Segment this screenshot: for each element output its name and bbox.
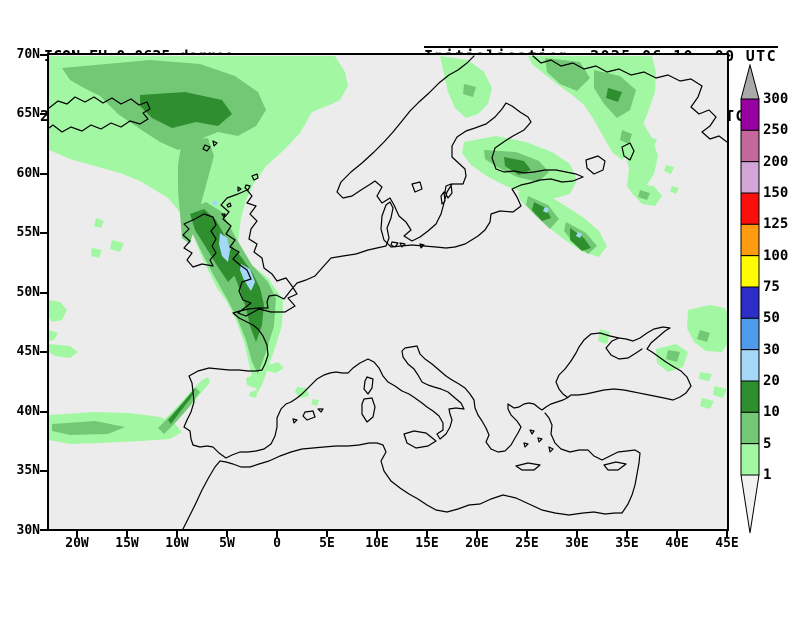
- lon-label: 45E: [715, 536, 739, 551]
- lat-label: 60N: [16, 166, 40, 181]
- lon-tick: [626, 531, 628, 537]
- colorbar-under-arrow: [740, 474, 760, 534]
- lon-label: 30E: [565, 536, 589, 551]
- lat-label: 65N: [16, 106, 40, 121]
- coastline-path: [49, 55, 727, 529]
- lon-tick: [426, 531, 428, 537]
- lon-tick: [326, 531, 328, 537]
- lon-label: 35E: [615, 536, 639, 551]
- lon-tick: [576, 531, 578, 537]
- lon-tick: [376, 531, 378, 537]
- lat-tick: [40, 113, 47, 115]
- precip-dark-regions: [140, 88, 622, 424]
- lat-label: 40N: [16, 404, 40, 419]
- colorbar-segment: [740, 192, 760, 225]
- lat-tick: [40, 292, 47, 294]
- colorbar: [740, 63, 762, 539]
- lon-label: 20E: [465, 536, 489, 551]
- colorbar-level-label: 300: [763, 91, 789, 107]
- lat-tick: [40, 351, 47, 353]
- colorbar-segment: [740, 317, 760, 351]
- lon-tick: [726, 531, 728, 537]
- colorbar-segment: [740, 98, 760, 131]
- lon-tick: [276, 531, 278, 537]
- header-underline: [424, 46, 778, 48]
- lat-tick: [40, 232, 47, 234]
- colorbar-level-label: 20: [763, 373, 780, 389]
- lon-tick: [226, 531, 228, 537]
- colorbar-level-label: 50: [763, 310, 780, 326]
- lon-label: 5E: [319, 536, 335, 551]
- colorbar-segment: [740, 255, 760, 288]
- colorbar-segment: [740, 161, 760, 194]
- lat-tick: [40, 411, 47, 413]
- map-svg: [49, 55, 727, 529]
- map-canvas: [47, 53, 729, 531]
- colorbar-level-label: 125: [763, 216, 789, 232]
- lon-label: 5W: [219, 536, 235, 551]
- lon-tick: [476, 531, 478, 537]
- colorbar-level-label: 1: [763, 467, 772, 483]
- colorbar-level-label: 5: [763, 436, 772, 452]
- lon-label: 25E: [515, 536, 539, 551]
- lon-tick: [526, 531, 528, 537]
- colorbar-segment: [740, 380, 760, 413]
- colorbar-level-label: 200: [763, 154, 789, 170]
- lon-label: 0: [273, 536, 281, 551]
- lat-label: 50N: [16, 285, 40, 300]
- lon-tick: [126, 531, 128, 537]
- colorbar-segment: [740, 223, 760, 257]
- lat-tick: [40, 529, 47, 531]
- colorbar-segment: [740, 286, 760, 319]
- colorbar-level-label: 10: [763, 404, 780, 420]
- lon-label: 40E: [665, 536, 689, 551]
- colorbar-segment: [740, 129, 760, 163]
- lon-label: 20W: [65, 536, 89, 551]
- lon-tick: [176, 531, 178, 537]
- lat-label: 35N: [16, 463, 40, 478]
- colorbar-level-label: 75: [763, 279, 780, 295]
- lon-label: 10E: [365, 536, 389, 551]
- colorbar-over-arrow: [740, 63, 760, 100]
- colorbar-segment: [740, 443, 760, 476]
- colorbar-level-label: 100: [763, 248, 789, 264]
- lon-tick: [76, 531, 78, 537]
- colorbar-level-label: 250: [763, 122, 789, 138]
- lat-label: 30N: [16, 523, 40, 538]
- lat-label: 55N: [16, 225, 40, 240]
- colorbar-level-label: 150: [763, 185, 789, 201]
- lon-tick: [676, 531, 678, 537]
- lat-tick: [40, 173, 47, 175]
- lon-label: 15W: [115, 536, 139, 551]
- colorbar-segment: [740, 349, 760, 382]
- lat-tick: [40, 54, 47, 56]
- lon-label: 15E: [415, 536, 439, 551]
- lon-label: 10W: [165, 536, 189, 551]
- colorbar-level-label: 30: [763, 342, 780, 358]
- colorbar-segment: [740, 411, 760, 445]
- lat-label: 70N: [16, 47, 40, 62]
- lat-label: 45N: [16, 344, 40, 359]
- lat-tick: [40, 470, 47, 472]
- precip-blue-regions: [212, 200, 582, 291]
